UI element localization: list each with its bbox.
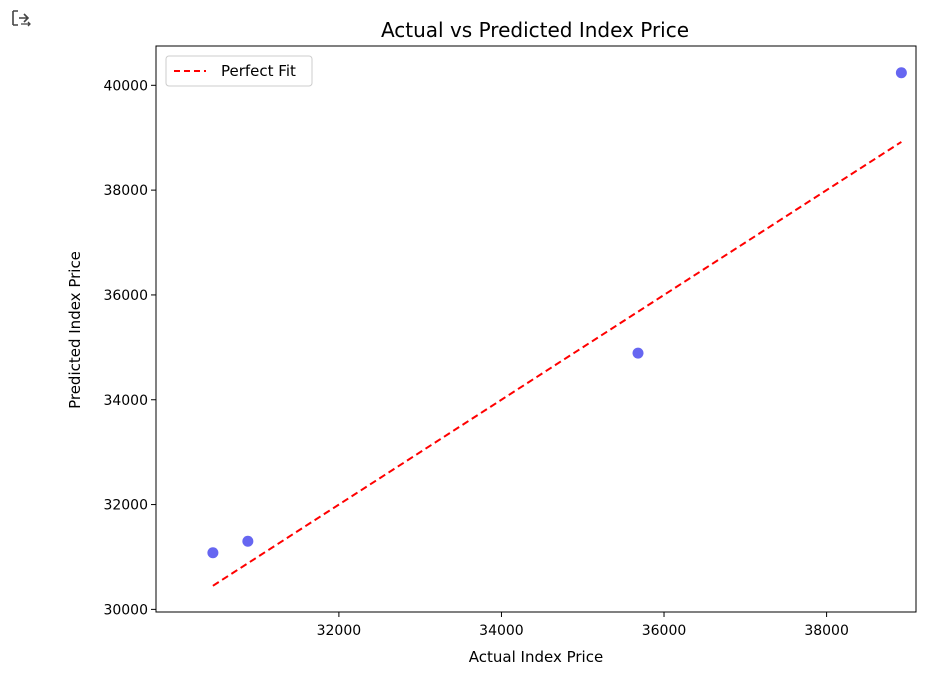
x-tick-label: 38000	[804, 623, 849, 639]
legend-box	[165, 55, 313, 87]
series-layer	[207, 67, 907, 587]
x-axis: 32000 34000 36000 38000	[317, 612, 849, 639]
y-tick-label: 38000	[103, 183, 148, 199]
plot-area	[155, 45, 917, 613]
x-tick-label: 36000	[642, 623, 687, 639]
x-tick-label: 34000	[479, 623, 524, 639]
data-point	[207, 547, 219, 559]
legend: Perfect Fit	[165, 55, 313, 87]
chart-title: Actual vs Predicted Index Price	[381, 18, 689, 42]
legend-label-perfect-fit: Perfect Fit	[221, 62, 296, 80]
y-tick-label: 34000	[103, 393, 148, 409]
y-tick-label: 36000	[103, 288, 148, 304]
x-axis-label: Actual Index Price	[469, 648, 603, 666]
data-point	[895, 67, 907, 79]
data-point	[632, 347, 644, 359]
y-tick-label: 32000	[103, 498, 148, 514]
y-tick-label: 30000	[103, 602, 148, 618]
data-point	[242, 535, 254, 547]
perfect-fit-line	[212, 141, 902, 587]
output-toggle-icon[interactable]	[10, 8, 34, 28]
x-tick-label: 32000	[317, 623, 362, 639]
y-axis: 30000 32000 34000 36000 38000 40000	[103, 78, 156, 618]
y-axis-label: Predicted Index Price	[66, 251, 84, 409]
y-tick-label: 40000	[103, 78, 148, 94]
